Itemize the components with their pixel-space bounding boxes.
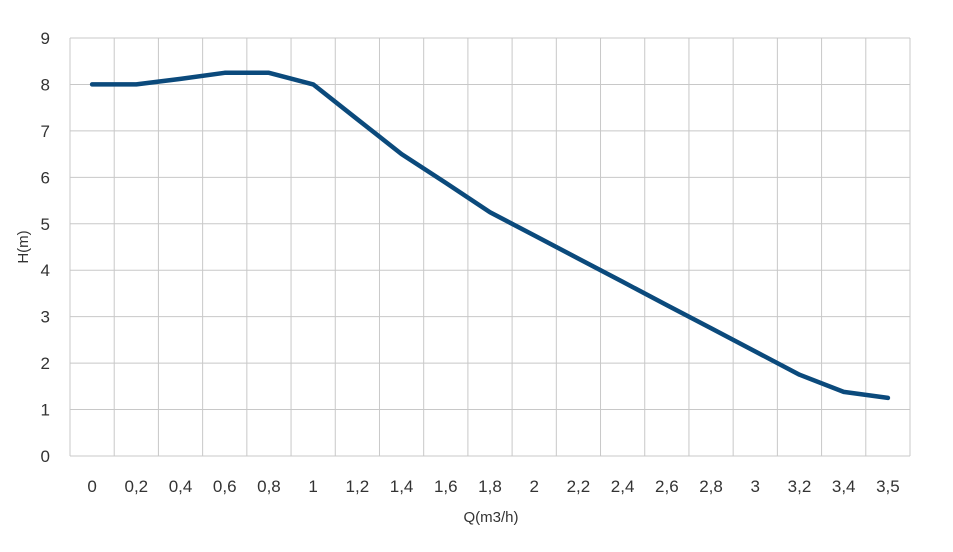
x-tick-label: 2 (529, 477, 538, 496)
x-tick-label: 3,2 (788, 477, 812, 496)
x-tick-label: 2,2 (567, 477, 591, 496)
x-tick-label: 0,4 (169, 477, 193, 496)
y-tick-label: 0 (41, 447, 50, 466)
x-tick-label: 3,4 (832, 477, 856, 496)
y-tick-label: 7 (41, 122, 50, 141)
x-tick-label: 0,6 (213, 477, 237, 496)
x-tick-label: 2,8 (699, 477, 723, 496)
y-tick-label: 6 (41, 168, 50, 187)
y-tick-label: 5 (41, 215, 50, 234)
y-tick-label: 2 (41, 354, 50, 373)
series-line (92, 73, 888, 398)
y-tick-label: 4 (41, 261, 50, 280)
y-axis-label: H(m) (15, 230, 32, 263)
x-axis-ticks: 0 0,2 0,4 0,6 0,8 1 1,2 1,4 1,6 1,8 2 2,2 2,4 2,6 2,8 3… (87, 477, 899, 496)
x-tick-label: 0 (87, 477, 96, 496)
series (92, 73, 888, 398)
x-tick-label: 1,8 (478, 477, 502, 496)
x-tick-label: 0,8 (257, 477, 281, 496)
x-tick-label: 2,4 (611, 477, 635, 496)
x-tick-label: 3 (751, 477, 760, 496)
y-tick-label: 1 (41, 401, 50, 420)
grid (70, 38, 910, 456)
x-tick-label: 3,5 (876, 477, 900, 496)
x-tick-label: 1,4 (390, 477, 414, 496)
y-axis-ticks: 0 1 2 3 4 5 6 7 8 9 (41, 29, 50, 466)
x-tick-label: 1 (308, 477, 317, 496)
x-tick-label: 1,2 (346, 477, 370, 496)
x-tick-label: 2,6 (655, 477, 679, 496)
y-tick-label: 8 (41, 75, 50, 94)
x-tick-label: 1,6 (434, 477, 458, 496)
y-tick-label: 3 (41, 308, 50, 327)
x-axis-label: Q(m3/h) (463, 509, 518, 526)
y-tick-label: 9 (41, 29, 50, 48)
x-tick-label: 0,2 (124, 477, 148, 496)
